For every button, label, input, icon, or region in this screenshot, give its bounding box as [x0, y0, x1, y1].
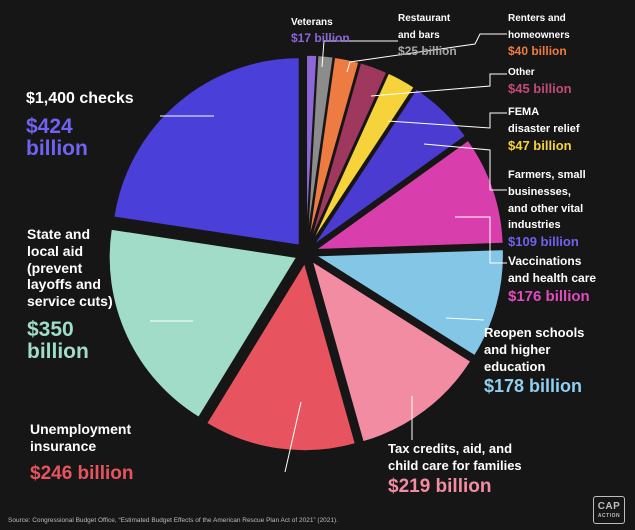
pie-slice [308, 61, 388, 244]
slice-label: Renters and homeowners $40 billion [508, 9, 628, 57]
leader-line [455, 216, 507, 264]
pie-slice [313, 248, 505, 357]
pie-slice [310, 72, 416, 245]
leader-line [284, 401, 302, 473]
slice-name: Tax credits, aid, and child care for fam… [388, 441, 522, 473]
leader-line [445, 317, 485, 321]
pie-slice [313, 139, 505, 251]
slice-label: $1,400 checks $424 billion [26, 90, 196, 160]
slice-value: $47 billion [508, 137, 572, 153]
pie-slice [108, 228, 299, 419]
slice-value: $176 billion [508, 287, 590, 305]
slice-name: Other [508, 67, 535, 78]
slice-value: $350 billion [27, 317, 89, 364]
leader-line [387, 112, 507, 129]
slice-label: Farmers, small businesses, and other vit… [508, 166, 628, 249]
slice-label: Tax credits, aid, and child care for fam… [388, 441, 548, 497]
logo-subtext: ACTION [597, 512, 621, 519]
slice-name: Unemployment insurance [30, 421, 132, 454]
slice-label: Vaccinations and health care $176 billion [508, 253, 633, 304]
slice-label: Unemployment insurance $246 billion [30, 422, 170, 484]
slice-value: $246 billion [30, 462, 134, 484]
logo-text: CAP [597, 500, 621, 512]
slice-value: $219 billion [388, 475, 492, 497]
slice-name: $1,400 checks [26, 90, 134, 107]
slice-label: State and local aid (prevent layoffs and… [27, 227, 152, 363]
pie-slice [205, 261, 357, 452]
slice-name: Farmers, small businesses, and other vit… [508, 169, 586, 232]
pie-slice [310, 259, 473, 443]
slice-value: $17 billion [291, 30, 350, 45]
slice-name: Veterans [291, 17, 333, 28]
slice-value: $40 billion [508, 43, 567, 58]
slice-label: Veterans $17 billion [291, 13, 371, 44]
slice-name: Reopen schools and higher education [484, 325, 585, 374]
slice-name: Renters and homeowners [508, 13, 570, 41]
pie-slice [306, 54, 335, 244]
leader-line [346, 33, 507, 73]
slice-label: Reopen schools and higher education $178 … [484, 325, 624, 396]
slice-label: FEMA disaster relief $47 billion [508, 103, 628, 152]
cap-action-logo: CAP ACTION [593, 496, 625, 524]
slice-name: State and local aid (prevent layoffs and… [27, 226, 113, 310]
slice-value: $25 billion [398, 43, 457, 58]
slice-label: Restaurant and bars $25 billion [398, 9, 488, 57]
slice-value: $109 billion [508, 234, 579, 250]
pie-slice [112, 56, 301, 247]
source-note: Source: Congressional Budget Office, “Es… [8, 517, 338, 524]
slice-name: Vaccinations and health care [508, 254, 597, 285]
slice-value: $45 billion [508, 80, 572, 96]
slice-value: $178 billion [484, 376, 583, 397]
slice-name: FEMA disaster relief [508, 106, 580, 135]
leader-line [423, 143, 507, 191]
slice-name: Restaurant and bars [398, 13, 451, 41]
slice-value: $424 billion [26, 114, 88, 160]
pie-slice [312, 87, 467, 247]
pie-slice [307, 56, 360, 244]
leader-line [321, 40, 398, 68]
slice-label: Other $45 billion [508, 63, 628, 95]
leader-line [370, 73, 507, 97]
